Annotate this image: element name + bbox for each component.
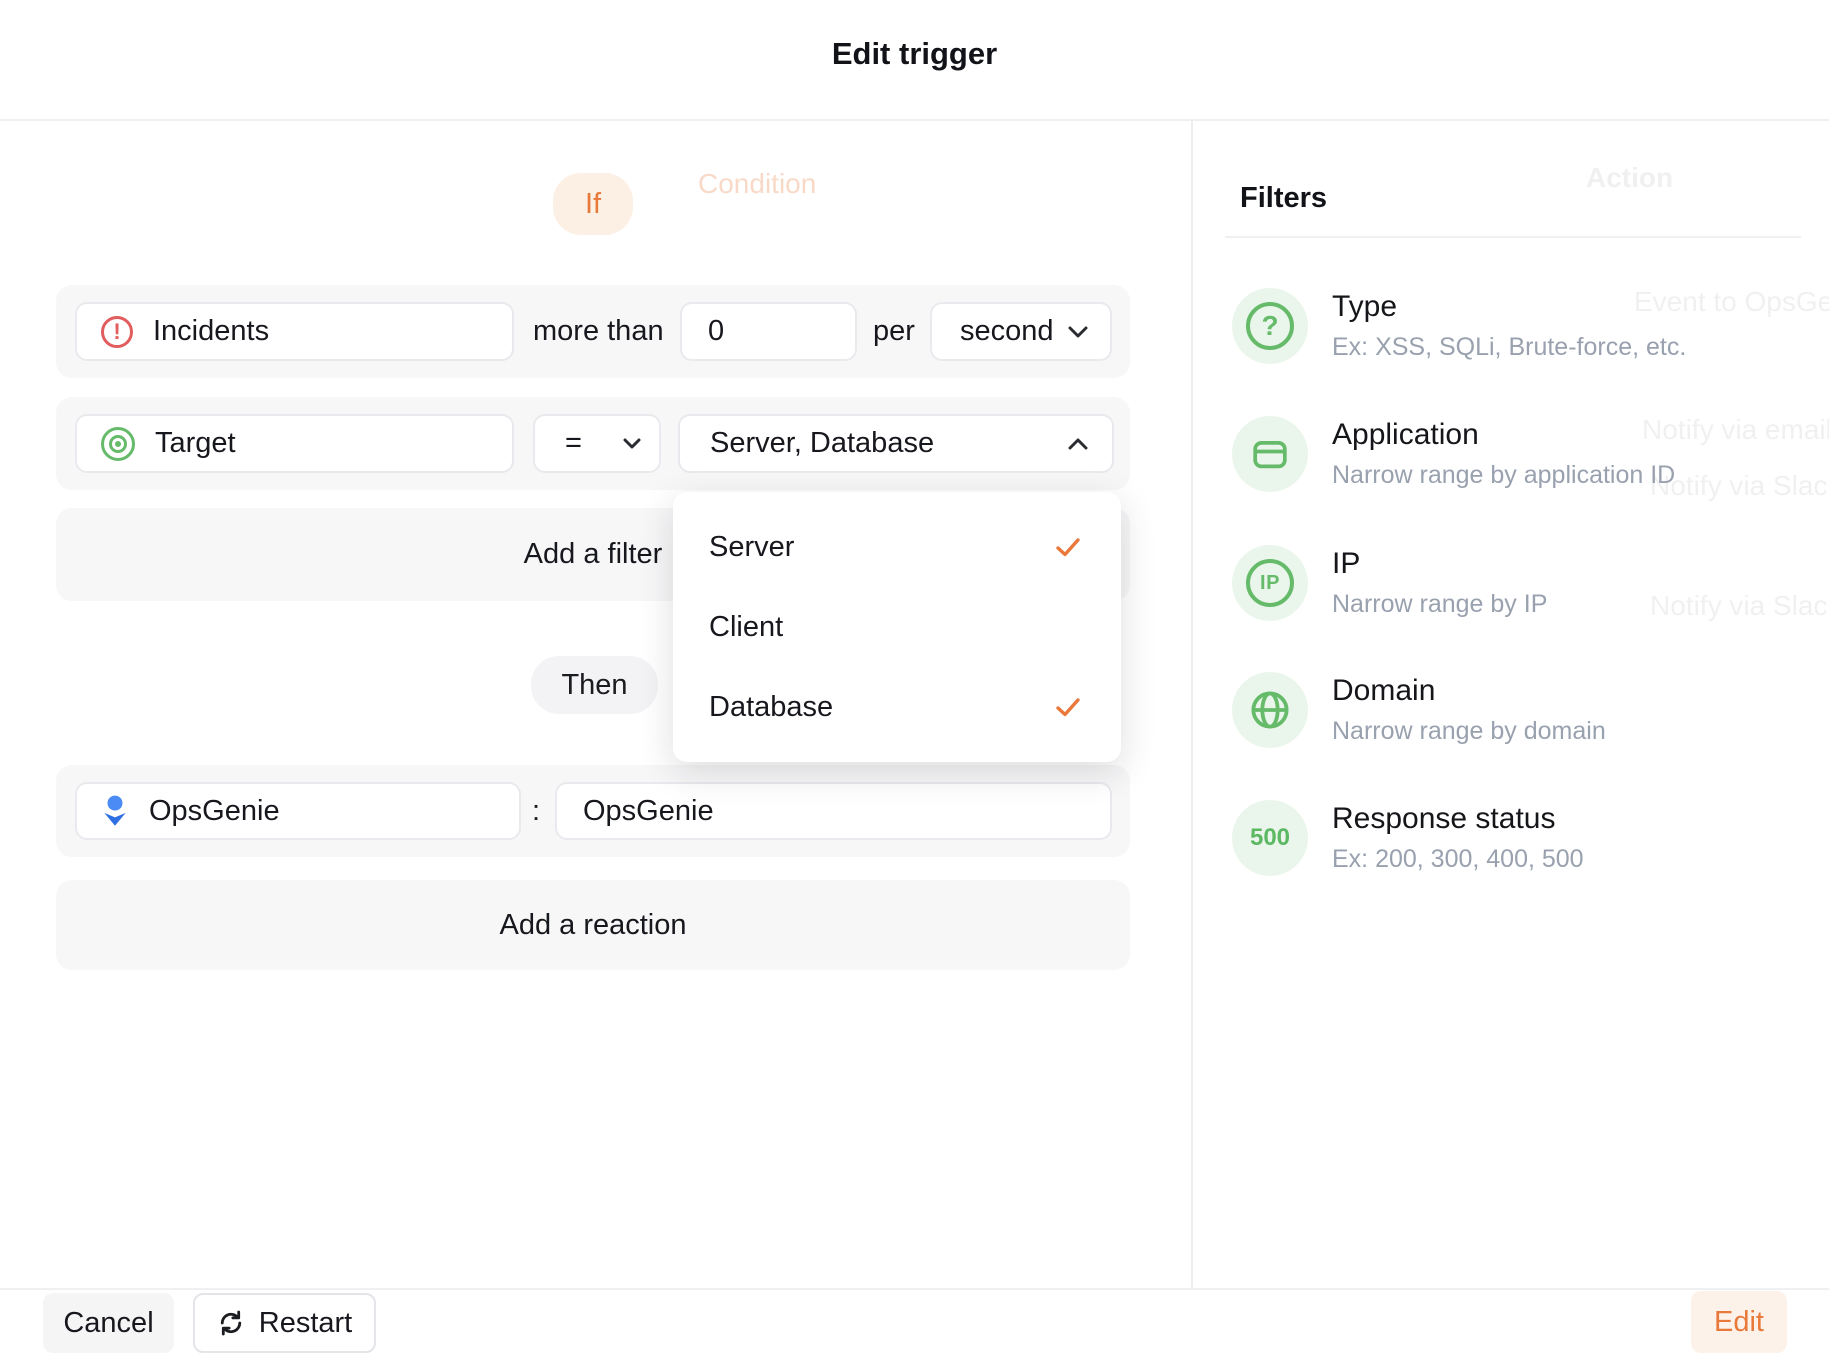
- page-title: Edit trigger: [831, 36, 998, 71]
- filter-item-title: Domain: [1332, 674, 1436, 707]
- reaction-row: OpsGenie : OpsGenie: [56, 765, 1130, 857]
- reaction-service-label: OpsGenie: [149, 794, 280, 827]
- condition-field-label: Incidents: [153, 315, 270, 347]
- filter-item-subtitle: Narrow range by domain: [1332, 717, 1606, 745]
- unit-value: second: [960, 315, 1054, 347]
- if-badge: If: [553, 173, 633, 235]
- opsgenie-icon: [104, 795, 126, 826]
- operator-value: =: [565, 427, 582, 459]
- target-value: Server, Database: [710, 427, 935, 459]
- operator-select[interactable]: =: [533, 414, 661, 473]
- target-icon: [101, 426, 135, 461]
- ghost-action-label: Action: [1586, 162, 1674, 193]
- then-badge: Then: [531, 656, 658, 714]
- question-icon: ?: [1232, 288, 1308, 364]
- restart-button[interactable]: Restart: [193, 1293, 376, 1353]
- add-filter-label: Add a filter: [523, 538, 663, 570]
- filter-item-subtitle: Narrow range by application ID: [1332, 461, 1676, 489]
- reaction-value-input[interactable]: OpsGenie: [555, 782, 1112, 840]
- reaction-service-select[interactable]: OpsGenie: [75, 782, 521, 840]
- sidebar-divider: [1191, 120, 1193, 1288]
- filter-item-title: IP: [1332, 547, 1361, 580]
- condition-field-select[interactable]: ! Incidents: [75, 302, 514, 361]
- filter-item-subtitle: Narrow range by IP: [1332, 590, 1548, 618]
- add-reaction-label: Add a reaction: [499, 908, 687, 941]
- filter-item-subtitle: Ex: XSS, SQLi, Brute-force, etc.: [1332, 333, 1687, 361]
- filters-title-divider: [1225, 236, 1801, 238]
- target-options-dropdown: Server Client Database: [673, 492, 1121, 762]
- status-500-icon: 500: [1232, 800, 1308, 876]
- comparator-label: more than: [533, 315, 664, 347]
- filter-item-domain[interactable]: Domain Narrow range by domain: [1232, 672, 1606, 748]
- edit-button-label: Edit: [1714, 1305, 1764, 1338]
- dropdown-option-server[interactable]: Server: [673, 507, 1121, 587]
- target-row: Target = Server, Database: [56, 397, 1130, 490]
- filters-title: Filters: [1240, 182, 1328, 214]
- target-value-select[interactable]: Server, Database: [678, 414, 1114, 473]
- ghost-notify-slack-label: Notify via Slack: [1650, 470, 1829, 501]
- threshold-value: 0: [708, 315, 725, 347]
- footer-divider: [0, 1288, 1829, 1290]
- ghost-notify-email-label: Notify via email: [1642, 414, 1829, 445]
- filter-item-type[interactable]: ? Type Ex: XSS, SQLi, Brute-force, etc.: [1232, 288, 1686, 364]
- chevron-up-icon: [1068, 438, 1088, 449]
- per-label: per: [873, 315, 915, 347]
- ghost-condition-label: Condition: [698, 168, 817, 199]
- if-badge-label: If: [584, 187, 602, 220]
- refresh-icon: [220, 1310, 241, 1336]
- edit-button[interactable]: Edit: [1691, 1291, 1787, 1353]
- target-field-label: Target: [155, 427, 236, 459]
- card-icon: [1232, 416, 1308, 492]
- threshold-input[interactable]: 0: [680, 302, 857, 361]
- chevron-down-icon: [1068, 326, 1088, 337]
- dropdown-option-database[interactable]: Database: [673, 667, 1121, 747]
- dropdown-option-client[interactable]: Client: [673, 587, 1121, 667]
- reaction-value: OpsGenie: [583, 794, 714, 827]
- filter-item-response-status[interactable]: 500 Response status Ex: 200, 300, 400, 5…: [1232, 800, 1584, 876]
- reaction-separator: :: [531, 794, 541, 827]
- header-divider: [0, 119, 1829, 121]
- restart-button-label: Restart: [258, 1306, 353, 1339]
- globe-icon: [1232, 672, 1308, 748]
- filter-item-application[interactable]: Application Narrow range by application …: [1232, 416, 1675, 492]
- cancel-button[interactable]: Cancel: [43, 1293, 174, 1353]
- cancel-button-label: Cancel: [63, 1306, 154, 1339]
- ghost-event-label: Event to OpsGenie: [1634, 286, 1829, 317]
- check-icon: [1056, 538, 1080, 557]
- target-field-select[interactable]: Target: [75, 414, 514, 473]
- ip-icon: IP: [1232, 545, 1308, 621]
- chevron-down-icon: [623, 438, 641, 449]
- condition-row: ! Incidents more than 0 per second: [56, 285, 1130, 378]
- filter-item-ip[interactable]: IP IP Narrow range by IP: [1232, 545, 1547, 621]
- filter-item-subtitle: Ex: 200, 300, 400, 500: [1332, 845, 1584, 873]
- filter-item-title: Type: [1332, 290, 1398, 323]
- filter-item-title: Application: [1332, 418, 1479, 451]
- unit-select[interactable]: second: [930, 302, 1112, 361]
- check-icon: [1056, 698, 1080, 717]
- then-badge-label: Then: [561, 668, 628, 701]
- dropdown-option-label: Server: [709, 530, 795, 563]
- dropdown-option-label: Client: [709, 610, 784, 643]
- incident-alert-icon: !: [101, 315, 133, 348]
- filter-item-title: Response status: [1332, 802, 1556, 835]
- ghost-notify-slack-label: Notify via Slack: [1650, 590, 1829, 621]
- dropdown-option-label: Database: [709, 690, 834, 723]
- add-reaction-button[interactable]: Add a reaction: [56, 880, 1130, 970]
